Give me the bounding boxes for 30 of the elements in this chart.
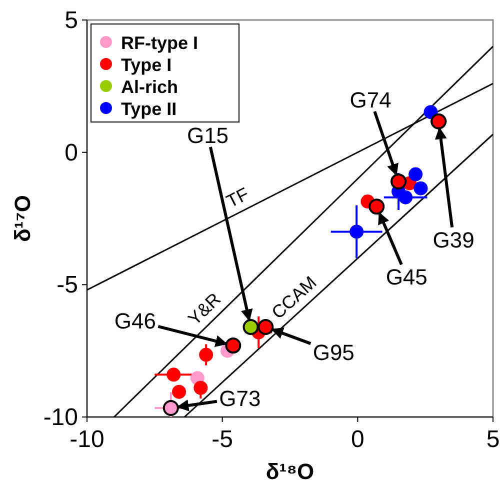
legend-label: Al-rich [121, 77, 178, 97]
x-tick-label: 0 [350, 426, 364, 453]
x-axis-title: δ¹⁸O [266, 459, 314, 484]
y-tick-label: 5 [64, 7, 78, 34]
y-axis-title: δ¹⁷O [10, 195, 35, 242]
legend-label: Type I [121, 55, 172, 75]
point [414, 181, 428, 196]
legend-label: Type II [121, 99, 177, 119]
point [172, 384, 186, 399]
annotation: G74 [350, 87, 392, 112]
text: Y&R [184, 288, 225, 330]
x-tick-label: -5 [212, 426, 234, 453]
point [350, 224, 364, 239]
point [166, 368, 181, 382]
annotation: G45 [386, 264, 428, 290]
point [408, 167, 423, 182]
annotation: G46 [114, 308, 156, 334]
point [242, 319, 259, 336]
y-tick-label: -10 [43, 404, 78, 431]
text: TF [223, 184, 252, 212]
annotation: G73 [219, 386, 261, 411]
y-tick-label: 0 [64, 139, 78, 166]
point [194, 380, 208, 395]
annotation: G15 [186, 123, 229, 148]
point [199, 348, 214, 362]
x-tick-label: 5 [486, 426, 500, 453]
annotation: G39 [432, 227, 474, 252]
annotation: G95 [312, 340, 354, 366]
legend-label: RF-type I [121, 33, 198, 53]
y-tick-label: -5 [56, 272, 78, 299]
